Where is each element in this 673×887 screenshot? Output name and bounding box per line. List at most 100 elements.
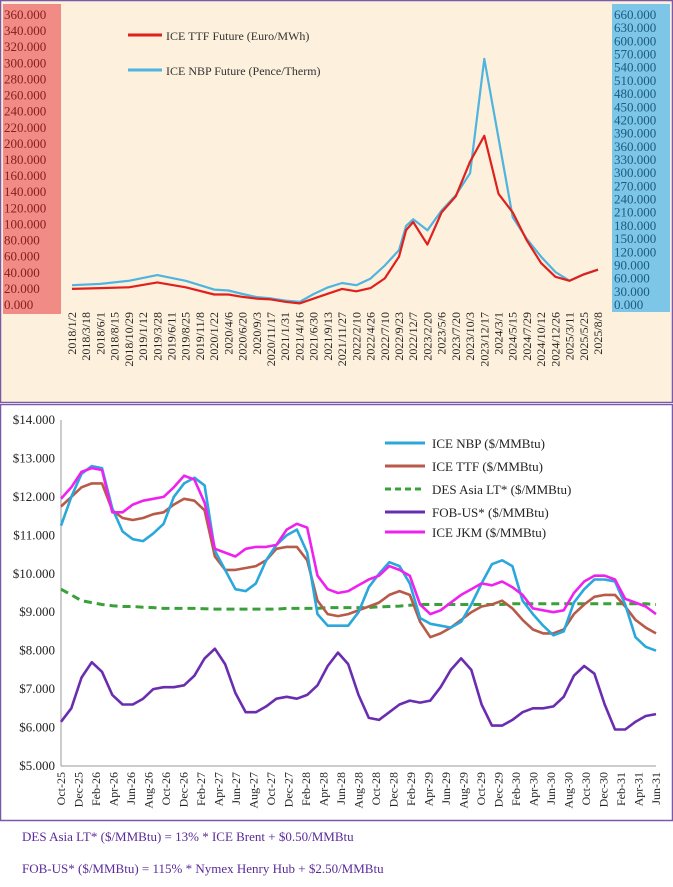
- x-date-label: 2018/6/1: [93, 312, 107, 355]
- right-tick-label: 270.000: [614, 178, 656, 193]
- x-date-label: 2020/1/22: [207, 312, 221, 361]
- x-month-label: Feb-31: [614, 772, 628, 806]
- x-month-label: Feb-30: [509, 772, 523, 806]
- ttf-nbp-chart: 0.00020.00040.00060.00080.000100.000120.…: [0, 0, 673, 404]
- x-month-label: Apr-29: [422, 772, 436, 806]
- legend-label: ICE NBP ($/MMBtu): [432, 436, 545, 451]
- right-tick-label: 0.000: [614, 297, 643, 312]
- x-date-label: 2019/6/11: [165, 312, 179, 360]
- y-price-label: $7.000: [19, 681, 55, 696]
- x-month-label: Jun-26: [124, 772, 138, 805]
- right-tick-label: 390.000: [614, 126, 656, 141]
- right-tick-label: 540.000: [614, 60, 656, 75]
- x-month-label: Aug-28: [352, 772, 366, 809]
- left-tick-label: 100.000: [4, 216, 46, 231]
- x-month-label: Oct-29: [474, 772, 488, 805]
- y-price-label: $8.000: [19, 643, 55, 658]
- x-month-label: Oct-30: [579, 772, 593, 805]
- x-date-label: 2024/7/29: [520, 312, 534, 361]
- left-tick-label: 160.000: [4, 168, 46, 183]
- x-month-label: Jun-27: [229, 772, 243, 805]
- right-tick-label: 90.000: [614, 257, 650, 272]
- y-price-label: $6.000: [19, 720, 55, 735]
- chart2-series: [59, 464, 657, 731]
- x-month-label: Apr-31: [632, 772, 646, 806]
- x-date-label: 2018/1/2: [65, 312, 79, 355]
- left-axis-band: [3, 4, 61, 314]
- left-tick-label: 0.000: [4, 297, 33, 312]
- x-date-label: 2019/8/25: [179, 312, 193, 361]
- x-date-label: 2023/10/3: [463, 312, 477, 361]
- left-tick-label: 60.000: [4, 249, 40, 264]
- x-month-label: Apr-30: [527, 772, 541, 806]
- x-date-label: 2023/2/20: [420, 312, 434, 361]
- right-tick-label: 300.000: [614, 165, 656, 180]
- legend-label: ICE TTF ($/MMBtu): [432, 459, 543, 474]
- x-month-label: Oct-27: [264, 772, 278, 805]
- left-tick-label: 120.000: [4, 200, 46, 215]
- left-tick-label: 360.000: [4, 7, 46, 22]
- x-date-label: 2022/2/10: [349, 312, 363, 361]
- x-month-label: Dec-28: [387, 772, 401, 807]
- x-date-label: 2023/12/17: [477, 312, 491, 367]
- x-month-label: Oct-28: [369, 772, 383, 805]
- right-tick-label: 510.000: [614, 73, 656, 88]
- right-tick-label: 660.000: [614, 7, 656, 22]
- left-tick-label: 180.000: [4, 152, 46, 167]
- x-date-label: 2021/9/13: [321, 312, 335, 361]
- x-month-label: Aug-27: [247, 772, 261, 809]
- right-tick-label: 120.000: [614, 244, 656, 259]
- x-month-label: Apr-27: [212, 772, 226, 806]
- x-date-label: 2020/11/17: [264, 312, 278, 366]
- left-tick-label: 260.000: [4, 88, 46, 103]
- x-month-label: Jun-29: [439, 772, 453, 805]
- chart2-axes: [60, 420, 656, 767]
- left-tick-label: 200.000: [4, 136, 46, 151]
- chart1-legend: ICE TTF Future (Euro/MWh) ICE NBP Future…: [128, 29, 321, 78]
- x-date-label: 2024/12/26: [548, 312, 562, 367]
- x-month-label: Aug-30: [562, 772, 576, 809]
- left-tick-label: 320.000: [4, 39, 46, 54]
- x-date-label: 2025/5/25: [577, 312, 591, 361]
- right-tick-label: 600.000: [614, 33, 656, 48]
- right-tick-label: 630.000: [614, 20, 656, 35]
- x-date-label: 2023/5/6: [435, 312, 449, 355]
- right-tick-label: 210.000: [614, 205, 656, 220]
- y-axis-price-labels: $5.000 $6.000 $7.000 $8.000 $9.000 $10.000 $11…: [13, 412, 55, 773]
- x-month-label: Jun-31: [649, 772, 663, 805]
- chart2-frame: [0, 404, 673, 822]
- left-tick-label: 80.000: [4, 233, 40, 248]
- x-month-label: Feb-28: [299, 772, 313, 806]
- x-date-label: 2020/6/20: [236, 312, 250, 361]
- x-month-label: Feb-27: [194, 772, 208, 806]
- right-tick-label: 450.000: [614, 99, 656, 114]
- x-date-label: 2022/12/7: [406, 312, 420, 361]
- fob-us-formula: FOB-US* ($/MMBtu) = 115% * Nymex Henry H…: [22, 861, 384, 876]
- x-month-label: Jun-28: [334, 772, 348, 805]
- left-tick-label: 280.000: [4, 71, 46, 86]
- legend-label: ICE JKM ($/MMBtu): [432, 525, 546, 540]
- legend-ttf-label: ICE TTF Future (Euro/MWh): [166, 29, 309, 43]
- x-month-label: Dec-27: [282, 772, 296, 807]
- x-date-label: 2025/8/8: [591, 312, 605, 355]
- x-date-label: 2022/4/26: [364, 312, 378, 361]
- y-price-label: $14.000: [13, 412, 55, 427]
- legend-label: DES Asia LT* ($/MMBtu): [432, 482, 571, 497]
- jkm-series-line: [60, 466, 657, 616]
- left-tick-label: 140.000: [4, 184, 46, 199]
- x-date-label: 2021/6/30: [307, 312, 321, 361]
- right-tick-label: 60.000: [614, 271, 650, 286]
- legend-nbp-label: ICE NBP Future (Pence/Therm): [166, 64, 321, 78]
- x-month-label: Dec-26: [177, 772, 191, 807]
- x-date-label: 2018/10/29: [122, 312, 136, 367]
- right-tick-label: 420.000: [614, 112, 656, 127]
- left-tick-label: 40.000: [4, 265, 40, 280]
- chart2-legend: ICE NBP ($/MMBtu) ICE TTF ($/MMBtu) DES As…: [385, 436, 571, 540]
- left-tick-label: 340.000: [4, 23, 46, 38]
- x-date-label: 2018/8/15: [108, 312, 122, 361]
- x-date-label: 2020/9/3: [250, 312, 264, 355]
- chart1-frame: [0, 0, 673, 404]
- des-asia-series-line: [60, 587, 657, 611]
- x-axis-month-labels: Oct-25 Dec-25 Feb-26 Apr-26 Jun-26 Aug-26 Oct-…: [54, 772, 663, 809]
